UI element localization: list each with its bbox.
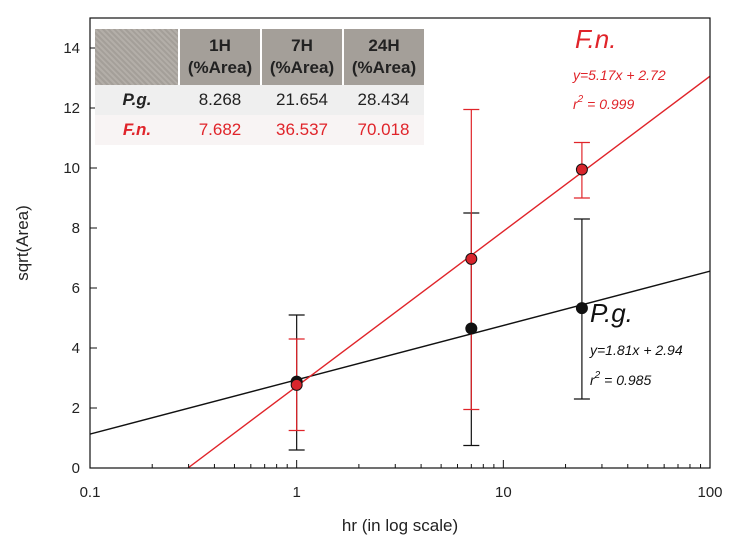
- inset-table-header-24h: 24H (%Area): [342, 29, 424, 85]
- y-tick-label: 2: [72, 400, 80, 417]
- data-point-fn: [290, 378, 303, 391]
- r2-pg-value: = 0.985: [600, 372, 651, 388]
- inset-cell-pg-24h: 28.434: [343, 85, 424, 115]
- y-tick-label: 8: [72, 220, 80, 237]
- equation-fn: y=5.17x + 2.72: [572, 67, 666, 83]
- plot-area-frame: [89, 17, 711, 469]
- x-axis-label: hr (in log scale): [342, 516, 458, 535]
- data-point-fn: [465, 252, 478, 265]
- inset-table-header-1h: 1H (%Area): [178, 29, 261, 85]
- series-label-pg: P.g.: [590, 298, 633, 328]
- inset-header-1h-label: 1H: [209, 36, 231, 55]
- inset-table-header-7h: 7H (%Area): [260, 29, 343, 85]
- r2-pg-prefix: r: [590, 372, 596, 388]
- y-tick-label: 0: [72, 460, 80, 477]
- inset-table-header-row: 1H (%Area) 7H (%Area) 24H (%Area): [95, 29, 424, 85]
- inset-cell-pg-1h: 8.268: [179, 85, 261, 115]
- y-tick-label: 14: [63, 40, 80, 57]
- r2-pg-exp: 2: [594, 370, 601, 381]
- y-tick-label: 10: [63, 160, 80, 177]
- fit-line-pg: [90, 270, 710, 435]
- inset-table-row-pg: P.g. 8.268 21.654 28.434: [95, 85, 424, 115]
- x-tick-label: 100: [697, 484, 722, 501]
- data-point-pg: [465, 322, 478, 335]
- r2-fn-value: = 0.999: [583, 96, 634, 112]
- inset-table-corner: [95, 29, 179, 85]
- y-tick-label: 6: [72, 280, 80, 297]
- inset-row-label-fn: F.n.: [95, 115, 179, 145]
- inset-table-row-fn: F.n. 7.682 36.537 70.018: [95, 115, 424, 145]
- y-tick-label: 4: [72, 340, 80, 357]
- r2-fn-prefix: r: [573, 96, 579, 112]
- data-point-pg: [575, 302, 588, 315]
- inset-header-7h-unit: (%Area): [269, 58, 335, 77]
- equation-pg: y=1.81x + 2.94: [589, 342, 683, 358]
- x-tick-label: 1: [292, 484, 300, 501]
- inset-table: 1H (%Area) 7H (%Area) 24H (%Area) P.g. 8.26…: [95, 29, 424, 145]
- inset-cell-fn-1h: 7.682: [179, 115, 261, 145]
- y-axis-label: sqrt(Area): [13, 205, 32, 281]
- inset-header-24h-unit: (%Area): [351, 58, 417, 77]
- series-label-fn: F.n.: [575, 24, 616, 54]
- x-tick-label: 10: [495, 484, 512, 501]
- y-tick-label: 12: [63, 100, 80, 117]
- inset-row-label-pg: P.g.: [95, 85, 179, 115]
- inset-header-1h-unit: (%Area): [187, 58, 253, 77]
- inset-header-7h-label: 7H: [291, 36, 313, 55]
- data-point-fn: [575, 163, 588, 176]
- inset-cell-fn-7h: 36.537: [261, 115, 343, 145]
- fit-line-fn: [187, 75, 710, 468]
- inset-cell-pg-7h: 21.654: [261, 85, 343, 115]
- r2-fn-exp: 2: [577, 94, 584, 105]
- r2-fn: r2 = 0.999: [573, 94, 634, 112]
- inset-cell-fn-24h: 70.018: [343, 115, 424, 145]
- inset-header-24h-label: 24H: [368, 36, 400, 55]
- r2-pg: r2 = 0.985: [590, 370, 651, 388]
- x-tick-label: 0.1: [80, 484, 101, 501]
